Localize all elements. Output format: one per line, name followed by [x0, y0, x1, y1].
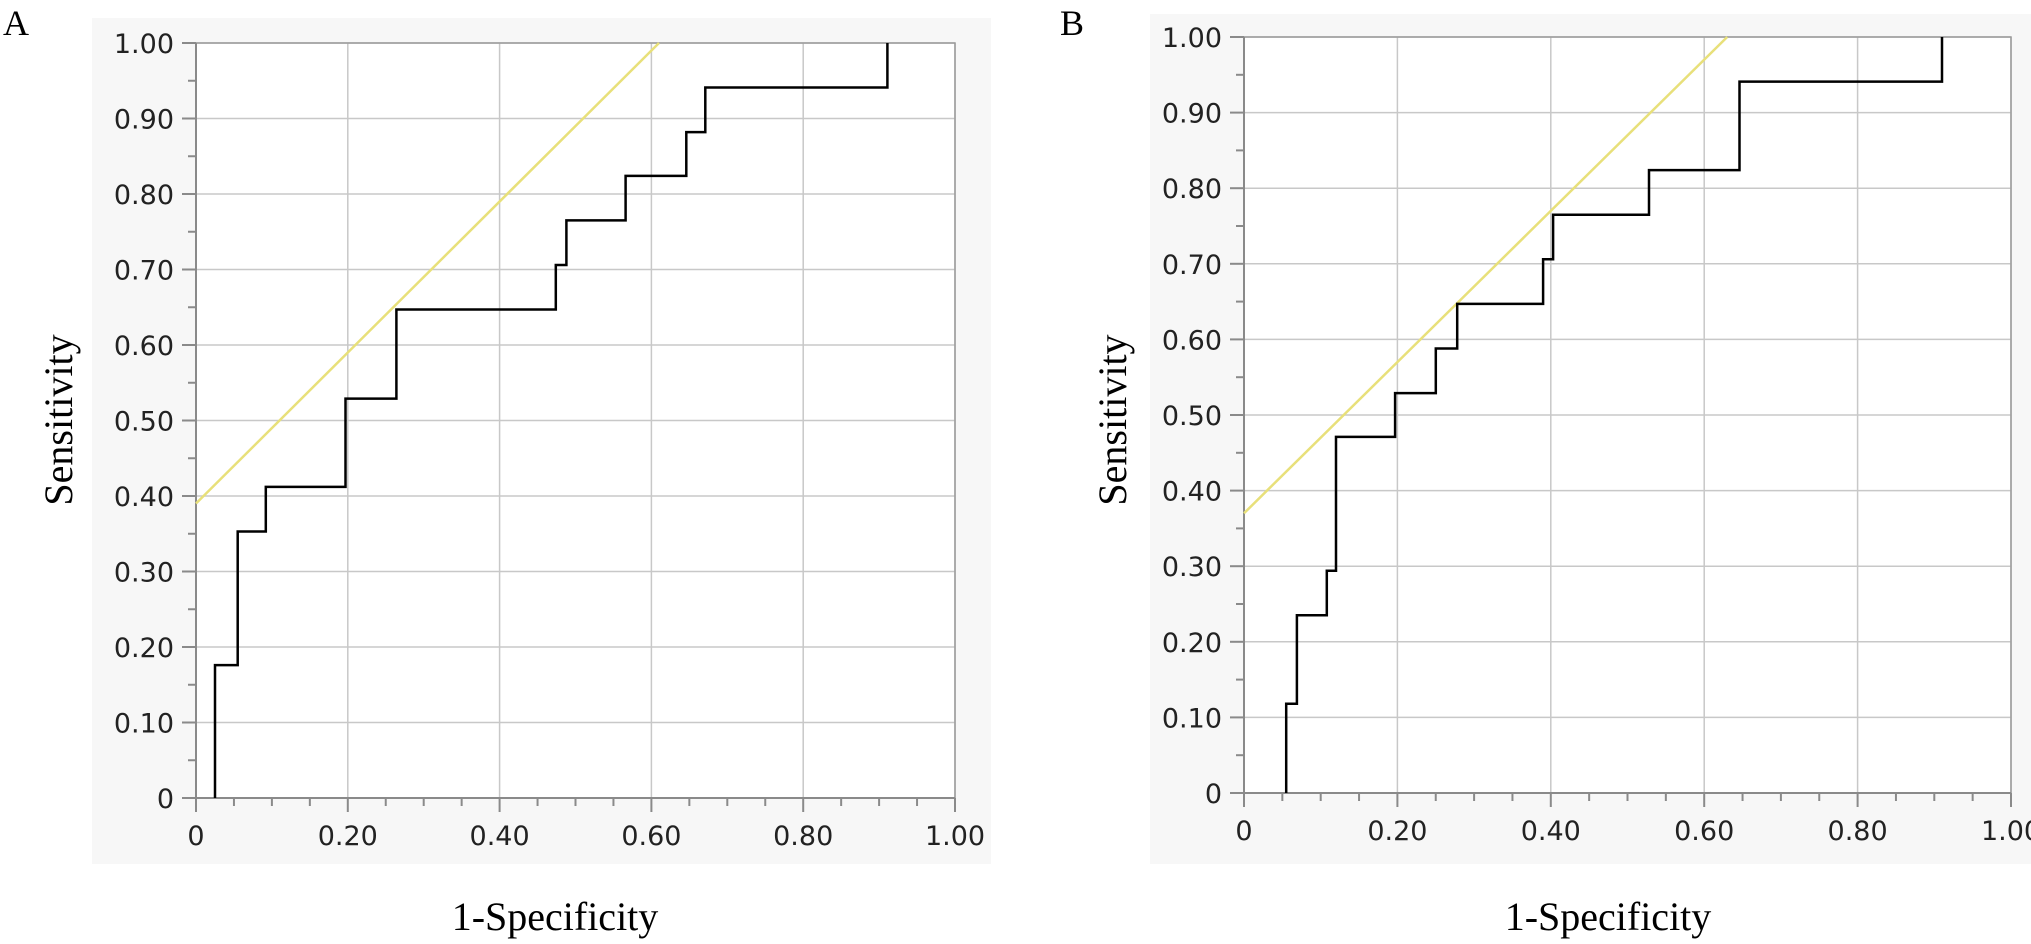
x-tick-label: 0.20 [1367, 816, 1427, 847]
y-tick-label: 0.80 [114, 180, 174, 211]
y-tick-label: 0.30 [1162, 552, 1222, 583]
y-tick-label: 0.40 [1162, 477, 1222, 508]
x-tick-label: 1.00 [1981, 816, 2031, 847]
y-axis-title: Sensitivity [1090, 334, 1135, 505]
roc-curve [213, 43, 889, 798]
y-tick-label: 0.60 [114, 331, 174, 362]
x-axis-title: 1-Specificity [452, 894, 659, 939]
y-tick-label: 0.90 [1162, 99, 1222, 130]
y-tick-label: 0.10 [1162, 703, 1222, 734]
x-tick-label: 0 [187, 821, 204, 852]
y-tick-label: 0.20 [1162, 628, 1222, 659]
y-axis-title: Sensitivity [36, 334, 81, 505]
x-tick-label: 0.40 [470, 821, 530, 852]
roc-curve [1284, 37, 1944, 793]
y-tick-label: 0.50 [1162, 401, 1222, 432]
y-tick-label: 1.00 [114, 29, 174, 60]
panel-letter: A [3, 3, 29, 43]
y-tick-label: 0.20 [114, 633, 174, 664]
x-tick-label: 0.60 [1674, 816, 1734, 847]
x-tick-label: 1.00 [925, 821, 985, 852]
chart-panel-a: 0 0.20 0.40 0.60 0.80 1.00 0 0.10 0.20 0.30 0.40 0.… [3, 3, 991, 939]
y-tick-label: 0 [1205, 779, 1222, 810]
y-tick-label: 0.50 [114, 407, 174, 438]
reference-line [195, 42, 660, 505]
y-tick-label: 0 [157, 784, 174, 815]
chart-panel-b: 0 0.20 0.40 0.60 0.80 1.00 0 0.10 0.20 0.30 0.40 0.… [1060, 3, 2031, 939]
y-tick-label: 1.00 [1162, 23, 1222, 54]
x-tick-label: 0.60 [621, 821, 681, 852]
panel-letter: B [1060, 3, 1084, 43]
y-tick-label: 0.70 [1162, 250, 1222, 281]
x-axis-title: 1-Specificity [1505, 894, 1712, 939]
y-tick-label: 0.40 [114, 482, 174, 513]
reference-line [1243, 36, 1729, 515]
x-tick-label: 0.80 [1828, 816, 1888, 847]
y-tick-label: 0.80 [1162, 174, 1222, 205]
y-tick-label: 0.10 [114, 709, 174, 740]
x-tick-label: 0.40 [1521, 816, 1581, 847]
y-tick-label: 0.90 [114, 105, 174, 136]
x-tick-label: 0.20 [318, 821, 378, 852]
y-tick-label: 0.60 [1162, 325, 1222, 356]
x-tick-label: 0.80 [773, 821, 833, 852]
x-tick-label: 0 [1235, 816, 1252, 847]
y-tick-label: 0.70 [114, 256, 174, 287]
y-tick-label: 0.30 [114, 558, 174, 589]
